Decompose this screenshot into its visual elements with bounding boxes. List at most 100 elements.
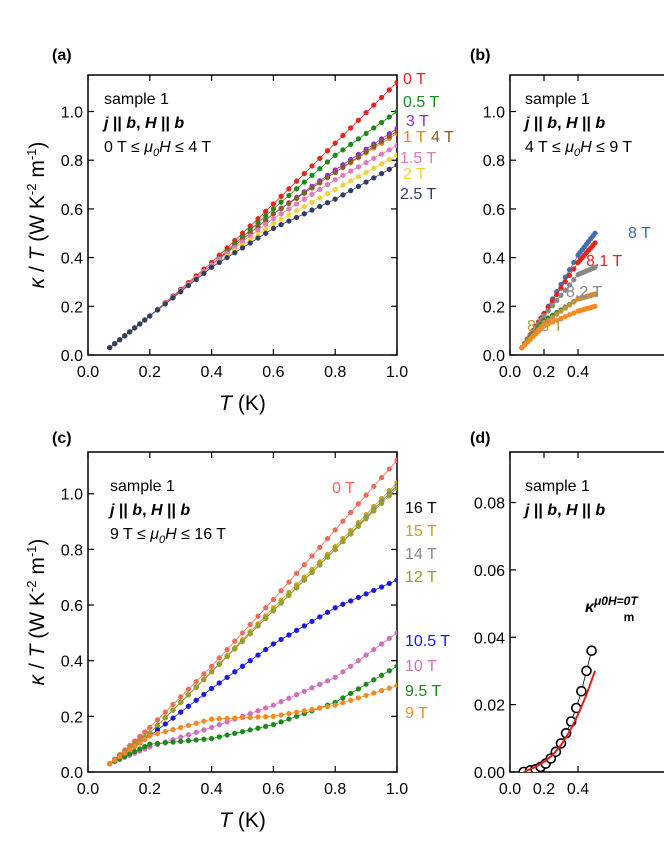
data-point: [394, 630, 397, 636]
plot-frame: [509, 74, 664, 356]
data-point: [363, 516, 369, 522]
data-point: [142, 729, 148, 735]
data-point: [278, 712, 284, 718]
data-point: [154, 740, 161, 747]
data-point: [386, 156, 392, 163]
y-tick-label: 0.2: [61, 709, 83, 726]
data-point: [394, 457, 397, 463]
series-group: [106, 79, 397, 351]
data-point: [355, 501, 362, 507]
data-point: [185, 686, 192, 692]
annotation-line: sample 1: [525, 91, 590, 108]
data-point: [324, 181, 331, 188]
data-point: [363, 681, 369, 687]
data-point: [566, 272, 573, 278]
data-point: [340, 164, 346, 170]
data-point: [162, 721, 168, 727]
data-point: [142, 736, 148, 742]
data-point: [270, 201, 277, 207]
data-point: [340, 669, 346, 675]
data-point: [293, 178, 300, 184]
panel-label: (d): [470, 430, 490, 447]
data-point: [332, 169, 338, 176]
data-point: [122, 333, 128, 339]
data-point: [558, 292, 564, 298]
data-point: [378, 94, 385, 101]
annotation-line: sample 1: [110, 478, 175, 495]
x-tick-label: 0.2: [139, 364, 161, 381]
data-point: [293, 195, 300, 201]
data-point: [566, 302, 573, 308]
plot-frame: [87, 451, 398, 773]
data-point: [270, 225, 277, 232]
data-point: [363, 652, 369, 658]
data-point: [278, 205, 284, 212]
series-line: [109, 154, 397, 349]
data-point: [386, 147, 392, 153]
data-point: [263, 723, 269, 730]
data-point: [317, 186, 323, 193]
data-point: [286, 695, 292, 701]
data-point: [232, 730, 238, 737]
data-point: [386, 493, 392, 499]
data-point: [193, 697, 199, 703]
data-point: [216, 734, 222, 740]
data-point: [263, 221, 269, 228]
data-point: [324, 148, 331, 154]
data-point: [355, 695, 362, 701]
data-point: [371, 143, 377, 150]
data-point: [263, 208, 269, 214]
y-tick-label: 1.0: [61, 487, 83, 504]
x-tick-label: 0.4: [200, 781, 222, 798]
data-point: [263, 230, 269, 236]
panel-3: 0.00.20.40.000.020.040.060.08(d)T (K)sam…: [470, 430, 664, 798]
x-axis-label: T (K): [219, 392, 266, 415]
data-point: [348, 125, 354, 131]
data-point: [554, 311, 560, 317]
series-label: 2.5 T: [400, 186, 436, 203]
data-point: [301, 688, 307, 694]
data-point: [348, 509, 354, 516]
data-point: [293, 214, 300, 221]
data-point: [301, 170, 307, 177]
y-tick-label: 0.2: [483, 299, 505, 316]
data-point: [378, 687, 385, 694]
data-point: [201, 736, 207, 742]
data-point: [278, 211, 284, 217]
data-point: [386, 635, 392, 642]
data-point: [571, 266, 577, 272]
fit-line: [523, 670, 596, 772]
data-point: [301, 190, 307, 196]
data-point: [239, 630, 246, 636]
data-point: [301, 179, 307, 185]
data-point: [371, 125, 377, 131]
series-label: 10 T: [405, 658, 437, 675]
data-point: [586, 645, 597, 657]
panel-label: (a): [52, 47, 72, 64]
data-point: [201, 676, 207, 683]
data-point: [201, 691, 207, 698]
data-point: [301, 203, 307, 210]
data-point: [309, 706, 315, 713]
data-point: [263, 705, 269, 711]
data-point: [170, 707, 176, 713]
data-point: [208, 724, 215, 731]
data-point: [270, 722, 277, 728]
data-point: [301, 211, 307, 217]
data-point: [340, 700, 346, 706]
data-point: [394, 152, 397, 158]
data-point: [132, 748, 138, 755]
y-tick-label: 0.6: [61, 202, 83, 219]
data-point: [178, 709, 184, 715]
data-point: [301, 623, 307, 629]
data-point: [386, 133, 392, 139]
x-tick-label: 0.0: [499, 781, 521, 798]
data-point: [208, 663, 215, 669]
series-label: 16 T: [405, 500, 437, 517]
data-point: [239, 638, 246, 644]
data-point: [193, 678, 199, 685]
data-point: [255, 235, 261, 241]
data-point: [247, 727, 253, 733]
data-point: [127, 329, 133, 335]
